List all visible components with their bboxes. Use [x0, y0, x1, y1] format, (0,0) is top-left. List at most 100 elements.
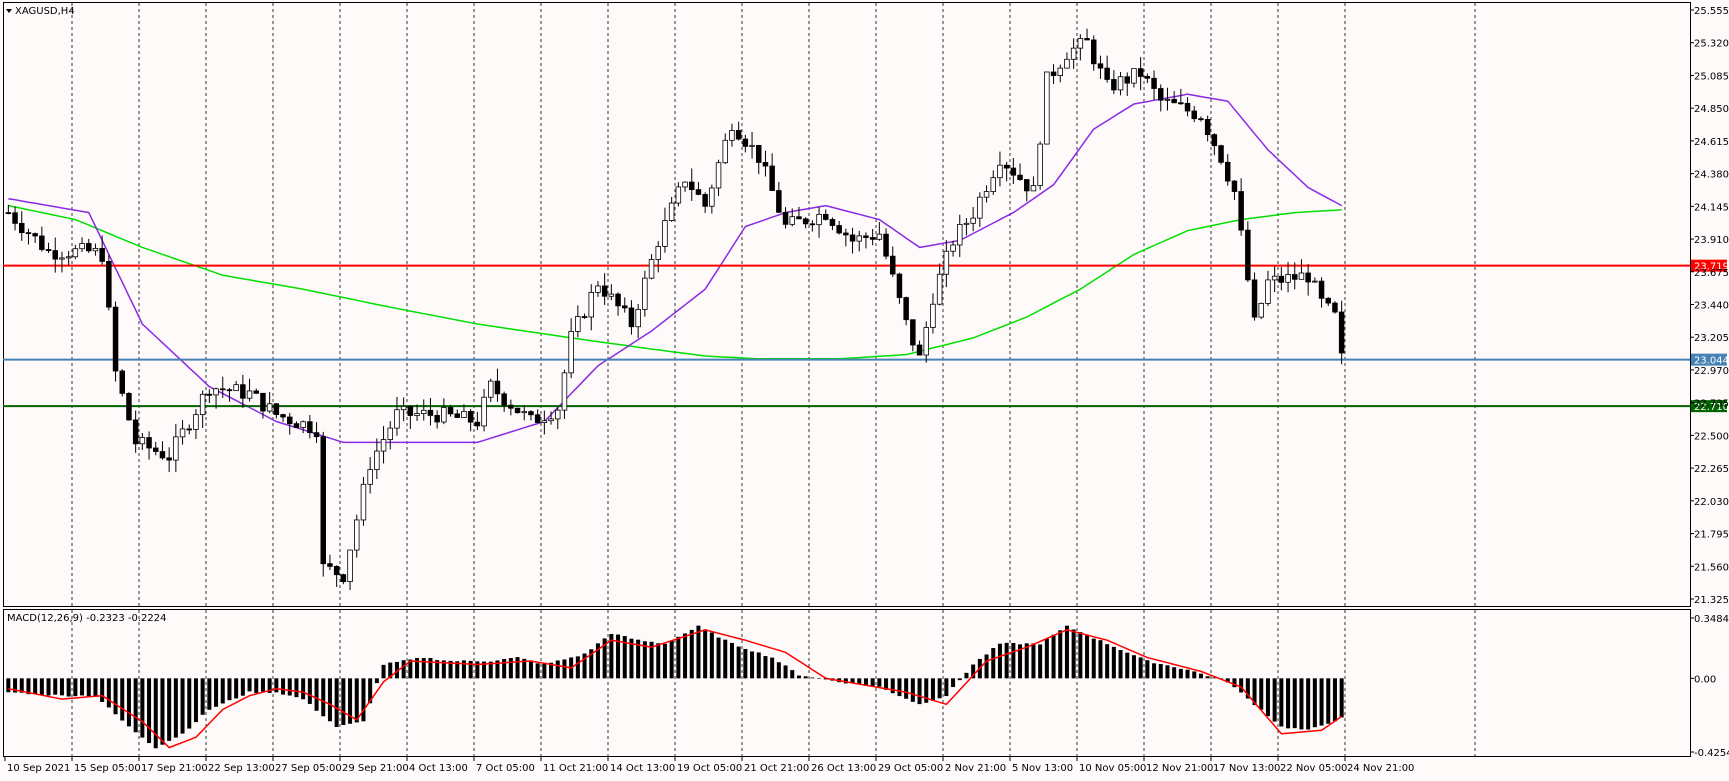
dropdown-triangle-icon[interactable] — [6, 9, 12, 13]
macd-histogram-bar — [656, 643, 661, 679]
macd-histogram-bar — [126, 678, 131, 727]
macd-histogram-bar — [488, 661, 493, 679]
candle-body — [427, 409, 434, 416]
macd-histogram-bar — [66, 678, 71, 697]
macd-histogram-bar — [522, 658, 527, 679]
macd-histogram-bar — [327, 678, 332, 722]
candle-body — [595, 285, 601, 293]
candle-body — [521, 411, 527, 414]
candle-body — [1057, 67, 1063, 77]
candle-body — [1124, 76, 1130, 84]
macd-histogram-bar — [39, 678, 44, 695]
macd-histogram-bar — [542, 663, 547, 679]
macd-histogram-bar — [321, 678, 326, 717]
candle-body — [695, 189, 702, 195]
candle-body — [421, 409, 427, 414]
price-tick-label: 24.615 — [1694, 137, 1729, 148]
macd-histogram-bar — [683, 633, 688, 679]
macd-histogram-bar — [1158, 664, 1163, 679]
candle-body — [735, 130, 742, 140]
candle-body — [488, 380, 494, 398]
macd-histogram-bar — [227, 678, 232, 701]
macd-histogram-bar — [167, 678, 172, 741]
time-tick-label: 2 Nov 21:00 — [945, 763, 1006, 774]
candle-body — [809, 223, 816, 226]
macd-histogram-bar — [689, 629, 694, 679]
time-tick-label: 14 Oct 13:00 — [610, 763, 675, 774]
candle-body — [789, 216, 795, 225]
macd-histogram-bar — [341, 678, 346, 725]
macd-histogram-bar — [991, 648, 996, 679]
macd-histogram-bar — [1185, 669, 1190, 679]
macd-histogram-bar — [475, 661, 480, 679]
candle-body — [52, 250, 58, 260]
macd-histogram-bar — [361, 678, 366, 722]
macd-histogram-bar — [803, 676, 808, 679]
time-tick-label: 24 Nov 21:00 — [1347, 763, 1414, 774]
price-tick-label: 21.325 — [1694, 595, 1729, 606]
macd-histogram-bar — [910, 678, 915, 702]
macd-histogram-bar — [220, 678, 225, 704]
candle-body — [1037, 143, 1043, 186]
candle-body — [25, 232, 32, 235]
candle-body — [434, 415, 440, 423]
candle-body — [1318, 280, 1325, 299]
candle-body — [883, 233, 889, 257]
macd-histogram-bar — [870, 678, 875, 687]
time-tick-label: 21 Oct 21:00 — [744, 763, 809, 774]
candle-body — [675, 186, 682, 204]
candle-body — [836, 225, 842, 234]
macd-histogram-bar — [53, 678, 58, 695]
macd-histogram-bar — [287, 678, 292, 696]
price-tick-label: 23.440 — [1694, 301, 1729, 312]
macd-histogram-bar — [1011, 642, 1016, 679]
candle-body — [1225, 161, 1231, 182]
time-tick-label: 22 Sep 13:00 — [208, 763, 275, 774]
macd-tick-label: 0.00 — [1694, 674, 1716, 685]
candle-body — [715, 162, 722, 189]
macd-histogram-bar — [435, 660, 440, 679]
time-tick-label: 7 Oct 05:00 — [476, 763, 535, 774]
macd-histogram-bar — [582, 653, 587, 679]
macd-histogram-bar — [1064, 625, 1069, 679]
candle-body — [776, 190, 782, 213]
candle-body — [588, 292, 594, 318]
macd-histogram-bar — [260, 678, 265, 692]
candle-body — [380, 439, 387, 452]
macd-histogram-bar — [1306, 678, 1311, 730]
candle-body — [702, 194, 708, 207]
macd-histogram-bar — [1259, 678, 1264, 710]
candle-body — [662, 220, 668, 247]
macd-histogram-bar — [562, 659, 567, 679]
macd-histogram-bar — [234, 678, 239, 699]
candle-body — [99, 248, 105, 262]
macd-histogram-bar — [401, 660, 406, 679]
candle-body — [896, 273, 903, 298]
candle-body — [266, 403, 273, 412]
time-tick-label: 10 Nov 05:00 — [1079, 763, 1146, 774]
candle-body — [414, 413, 420, 416]
macd-histogram-bar — [408, 659, 413, 679]
macd-histogram-bar — [502, 659, 507, 679]
macd-histogram-bar — [421, 658, 426, 679]
candle-body — [1171, 98, 1177, 104]
macd-histogram-bar — [589, 649, 594, 679]
time-tick-label: 10 Sep 2021 — [7, 763, 70, 774]
price-tick-label: 23.675 — [1694, 268, 1729, 279]
macd-histogram-bar — [1125, 652, 1130, 679]
macd-histogram-bar — [1105, 644, 1110, 679]
candle-body — [916, 344, 923, 356]
candle-body — [863, 235, 869, 238]
candle-body — [1144, 76, 1151, 79]
candle-body — [233, 384, 239, 392]
candle-body — [481, 396, 487, 427]
macd-histogram-bar — [46, 678, 51, 696]
symbol-dropdown[interactable]: XAGUSD,H4 — [6, 6, 75, 17]
candle-body — [287, 416, 293, 425]
time-tick-label: 26 Oct 13:00 — [811, 763, 876, 774]
candle-body — [1104, 67, 1110, 80]
macd-histogram-bar — [1225, 678, 1230, 683]
candle-body — [186, 428, 192, 431]
candle-body — [890, 255, 896, 275]
candle-body — [876, 233, 883, 240]
